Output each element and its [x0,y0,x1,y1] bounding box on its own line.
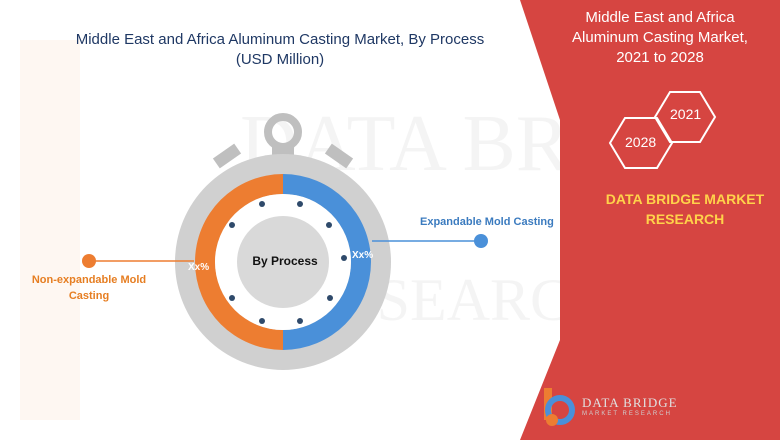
segment-label-expandable: Expandable Mold Casting [420,216,554,228]
segment-expandable [283,174,371,350]
segment-non-expandable [195,174,283,350]
segment-value-non-expandable: Xx% [188,262,210,273]
logo-mark [544,388,575,426]
panel-title-line1: Middle East and Africa [585,9,735,26]
panel-title-line3: 2021 to 2028 [616,49,704,66]
connector-non-expandable [82,254,194,268]
chart-title-line2: (USD Million) [235,51,325,68]
donut-center-label: By Process [252,254,318,268]
right-panel [520,0,780,440]
logo-tagline: MARKET RESEARCH [582,411,672,417]
segment-label-non-expandable-text: Non-expandable Mold Casting [31,274,147,302]
connector-expandable [372,234,488,248]
dial-dots [229,201,347,324]
brand-line1: DATA BRIDGE MARKET [605,191,765,207]
year-end-label: 2028 [625,134,657,150]
chart-title-line1: Middle East and Africa Aluminum Casting … [75,31,485,48]
segment-label-non-expandable: Non-expandable Mold Casting [30,272,148,304]
logo-name: DATA BRIDGE [582,395,678,410]
panel-title-line2: Aluminum Casting Market, [572,29,748,46]
year-start-label: 2021 [670,106,702,122]
panel-title: Middle East and Africa Aluminum Casting … [560,8,760,68]
brand-line2: RESEARCH [645,211,725,227]
hexagon-2028 [608,117,674,169]
brand-name: DATA BRIDGE MARKET RESEARCH [585,189,780,229]
chart-title: Middle East and Africa Aluminum Casting … [40,30,520,70]
segment-value-expandable: Xx% [352,250,374,261]
